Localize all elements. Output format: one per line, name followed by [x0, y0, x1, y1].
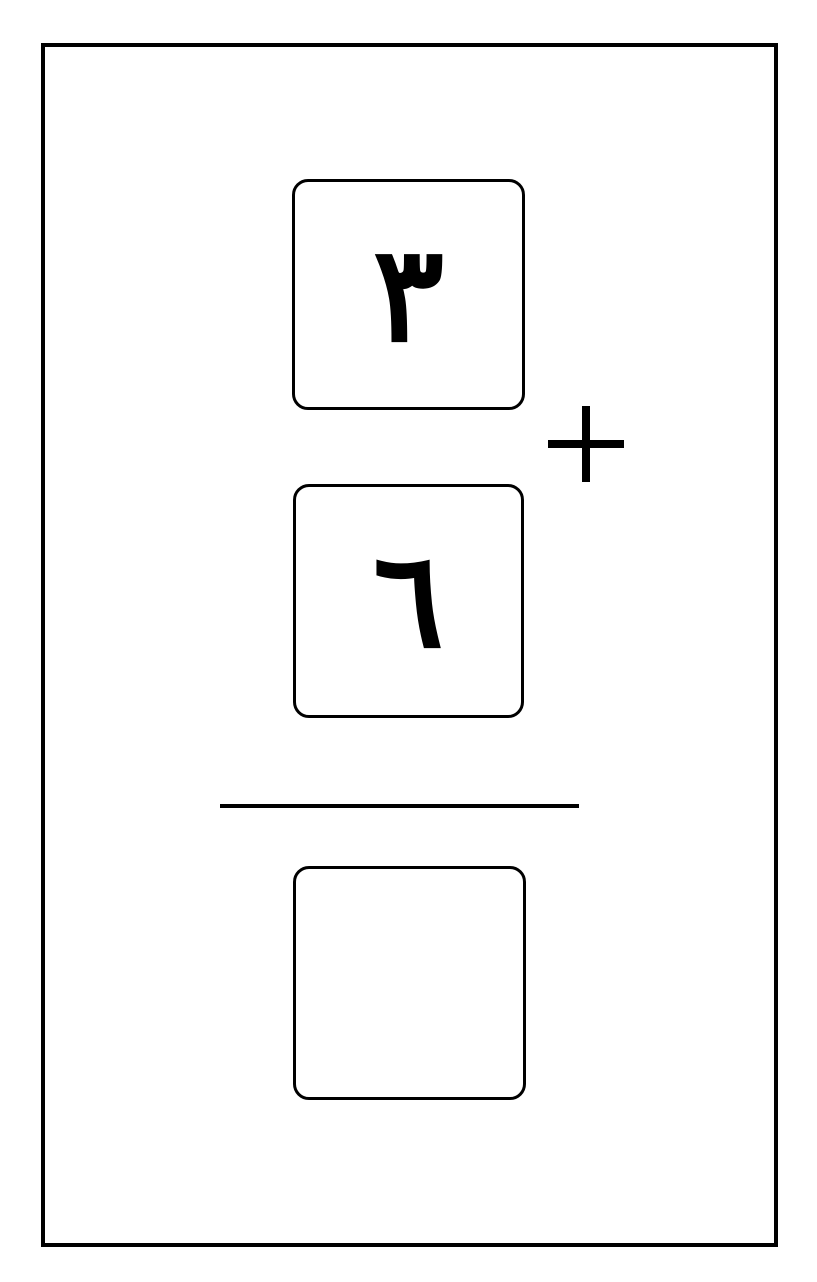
answer-box[interactable]: [293, 866, 526, 1100]
addend-top-digit: ٣: [373, 216, 444, 372]
plus-icon: [548, 406, 624, 482]
addend-top-box: ٣: [292, 179, 525, 410]
addend-bottom-box: ٦: [293, 484, 524, 718]
worksheet-card: [41, 43, 778, 1247]
addend-bottom-digit: ٦: [373, 523, 444, 678]
equals-line: [220, 804, 579, 808]
